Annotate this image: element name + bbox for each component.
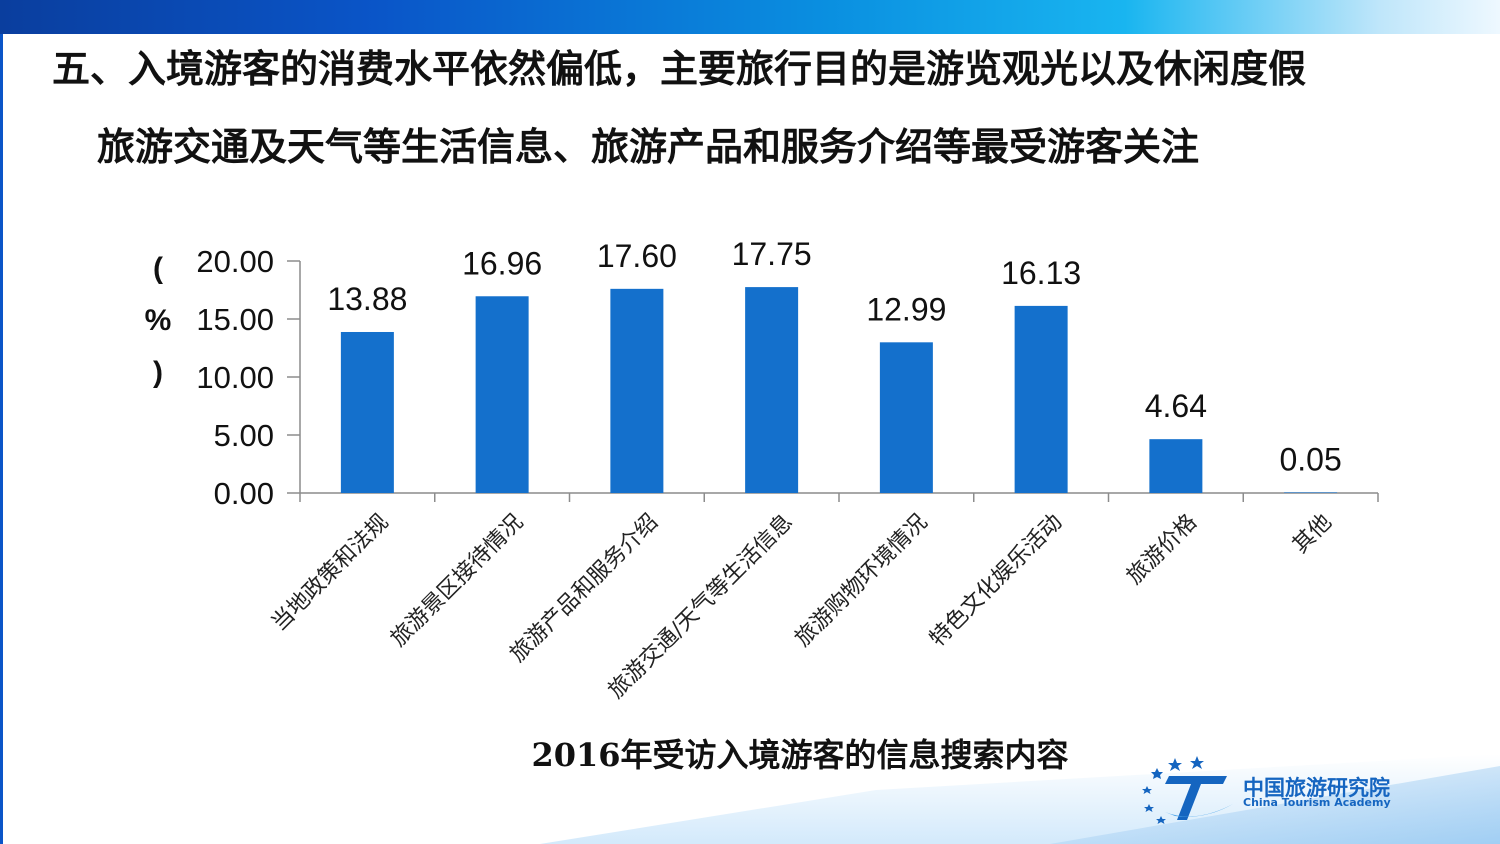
bar-value-label: 17.75	[732, 236, 812, 272]
left-accent-rule	[0, 34, 3, 844]
x-category-label: 旅游景区接待情况	[386, 510, 528, 652]
x-category-label: 旅游购物环境情况	[790, 510, 932, 652]
y-tick-label: 5.00	[214, 418, 274, 453]
y-tick-label: 0.00	[214, 476, 274, 511]
x-category-label: 特色文化娱乐活动	[925, 510, 1067, 652]
bar	[610, 288, 664, 493]
x-category-label: 旅游价格	[1122, 510, 1202, 590]
bar	[1014, 305, 1068, 493]
logo-emblem-icon	[1142, 756, 1233, 824]
y-tick-label: 20.00	[196, 244, 274, 279]
academy-logo: 中国旅游研究院 China Tourism Academy	[1135, 754, 1465, 828]
bar	[1149, 439, 1203, 493]
top-gradient-band	[0, 0, 1500, 34]
x-category-label: 其他	[1288, 510, 1337, 559]
y-axis-label-char: %	[145, 304, 172, 337]
bar-value-label: 16.13	[1001, 255, 1081, 291]
y-axis-label-char: (	[153, 252, 163, 285]
bar	[745, 287, 799, 493]
logo-name-en: China Tourism Academy	[1243, 796, 1391, 809]
x-category-label: 旅游产品和服务介绍	[505, 510, 663, 668]
logo-name-cn: 中国旅游研究院	[1243, 776, 1390, 800]
y-tick-label: 15.00	[196, 302, 274, 337]
bar	[340, 331, 394, 493]
y-tick-label: 10.00	[196, 360, 274, 395]
x-category-label: 当地政策和法规	[267, 510, 394, 637]
slide-subheadline: 旅游交通及天气等生活信息、旅游产品和服务介绍等最受游客关注	[97, 124, 1200, 169]
y-axis-label-char: )	[153, 356, 163, 389]
bar-value-label: 12.99	[866, 291, 946, 327]
bar-value-label: 16.96	[462, 245, 542, 281]
bar-value-label: 17.60	[597, 238, 677, 274]
slide-headline: 五、入境游客的消费水平依然偏低，主要旅行目的是游览观光以及休闲度假	[52, 46, 1307, 91]
bar-value-label: 4.64	[1145, 388, 1207, 424]
bar-value-label: 13.88	[327, 281, 407, 317]
bar-value-label: 0.05	[1279, 441, 1341, 477]
bar	[475, 296, 529, 493]
bar	[1284, 492, 1338, 493]
chart-title: 2016年受访入境游客的信息搜索内容	[531, 736, 1069, 774]
bar	[879, 342, 933, 493]
